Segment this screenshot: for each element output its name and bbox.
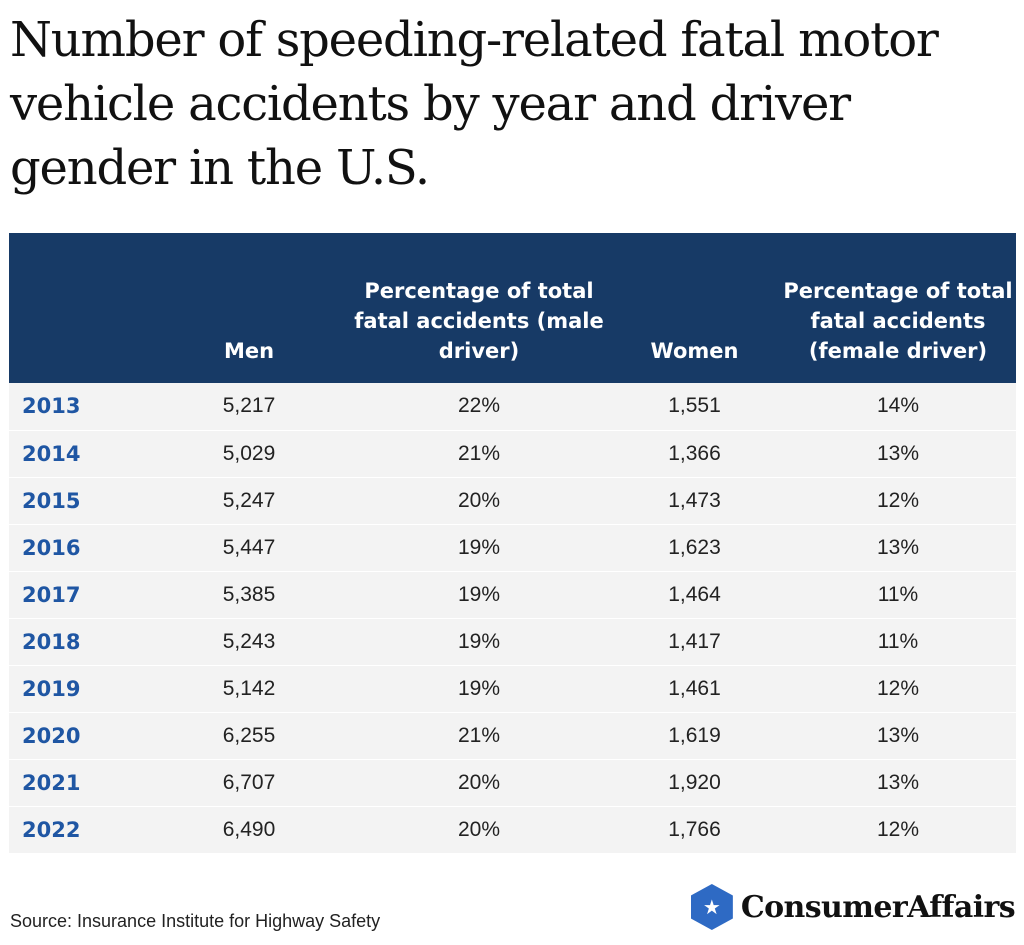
men-count-cell: 5,029 [222, 441, 276, 465]
women-count-cell: 1,473 [668, 488, 721, 512]
header-row: Men Percentage of total fatal accidents … [9, 233, 1016, 383]
table-row: 2013 5,217 22% 1,551 14% [9, 383, 1016, 430]
men-count-cell: 5,247 [222, 488, 276, 512]
star-hexagon-icon: ★ [690, 884, 733, 930]
women-count-cell: 1,464 [668, 582, 721, 606]
women-count-cell: 1,623 [668, 535, 721, 559]
year-cell: 2015 [22, 488, 81, 513]
men-count-cell: 6,255 [222, 723, 276, 747]
men-count-cell: 6,490 [222, 817, 276, 841]
male-percentage-cell: 19% [457, 676, 501, 700]
men-count-cell: 5,217 [222, 394, 276, 418]
year-cell: 2013 [22, 394, 81, 419]
men-count-cell: 6,707 [222, 770, 276, 794]
table-body: 2013 5,217 22% 1,551 14% 2014 5,029 21% 1,366 13%… [9, 383, 1016, 853]
table-row: 2022 6,490 20% 1,766 12% [9, 806, 1016, 853]
female-percentage-cell: 13% [876, 535, 920, 559]
table-row: 2021 6,707 20% 1,920 13% [9, 759, 1016, 806]
column-header-male-percentage: Percentage of total fatal accidents (mal… [354, 279, 604, 363]
table-row: 2019 5,142 19% 1,461 12% [9, 665, 1016, 712]
female-percentage-cell: 12% [876, 817, 920, 841]
men-count-cell: 5,142 [222, 676, 276, 700]
male-percentage-cell: 21% [457, 723, 501, 747]
female-percentage-cell: 11% [877, 629, 919, 653]
year-cell: 2022 [22, 817, 81, 842]
column-header-female-percentage: Percentage of total fatal accidents (fem… [783, 279, 1013, 363]
table-row: 2016 5,447 19% 1,623 13% [9, 524, 1016, 571]
female-percentage-cell: 13% [876, 770, 920, 794]
table-row: 2017 5,385 19% 1,464 11% [9, 571, 1016, 618]
column-header-year [9, 233, 149, 383]
source-note: Source: Insurance Institute for Highway … [10, 911, 381, 931]
year-cell: 2021 [22, 770, 81, 795]
women-count-cell: 1,920 [668, 770, 721, 794]
table-row: 2020 6,255 21% 1,619 13% [9, 712, 1016, 759]
male-percentage-cell: 20% [457, 488, 501, 512]
women-count-cell: 1,417 [668, 629, 721, 653]
year-cell: 2017 [22, 582, 81, 607]
year-cell: 2019 [22, 676, 81, 701]
men-count-cell: 5,385 [222, 582, 276, 606]
male-percentage-cell: 20% [457, 817, 501, 841]
women-count-cell: 1,619 [668, 723, 721, 747]
male-percentage-cell: 19% [457, 582, 501, 606]
women-count-cell: 1,461 [668, 676, 721, 700]
female-percentage-cell: 13% [876, 441, 920, 465]
men-count-cell: 5,447 [222, 535, 276, 559]
male-percentage-cell: 21% [457, 441, 501, 465]
female-percentage-cell: 14% [876, 394, 920, 418]
women-count-cell: 1,766 [668, 817, 721, 841]
table-row: 2014 5,029 21% 1,366 13% [9, 430, 1016, 477]
male-percentage-cell: 19% [457, 629, 501, 653]
female-percentage-cell: 13% [876, 723, 920, 747]
year-cell: 2020 [22, 723, 81, 748]
year-cell: 2016 [22, 535, 81, 560]
year-cell: 2018 [22, 629, 81, 654]
table-row: 2018 5,243 19% 1,417 11% [9, 618, 1016, 665]
male-percentage-cell: 22% [457, 394, 501, 418]
year-cell: 2014 [22, 441, 81, 466]
male-percentage-cell: 20% [457, 770, 501, 794]
men-count-cell: 5,243 [222, 629, 276, 653]
column-header-women: Women [650, 339, 739, 363]
male-percentage-cell: 19% [457, 535, 501, 559]
brand-logo: ★ ConsumerAffairs [690, 884, 1016, 930]
data-table: Men Percentage of total fatal accidents … [9, 233, 1016, 853]
column-header-men: Men [223, 339, 275, 363]
women-count-cell: 1,366 [668, 441, 721, 465]
brand-name: ConsumerAffairs [740, 889, 1016, 925]
female-percentage-cell: 12% [876, 676, 920, 700]
female-percentage-cell: 12% [876, 488, 920, 512]
female-percentage-cell: 11% [877, 582, 919, 606]
women-count-cell: 1,551 [668, 394, 721, 418]
chart-title: Number of speeding-related fatal motor v… [10, 12, 939, 196]
table-row: 2015 5,247 20% 1,473 12% [9, 477, 1016, 524]
